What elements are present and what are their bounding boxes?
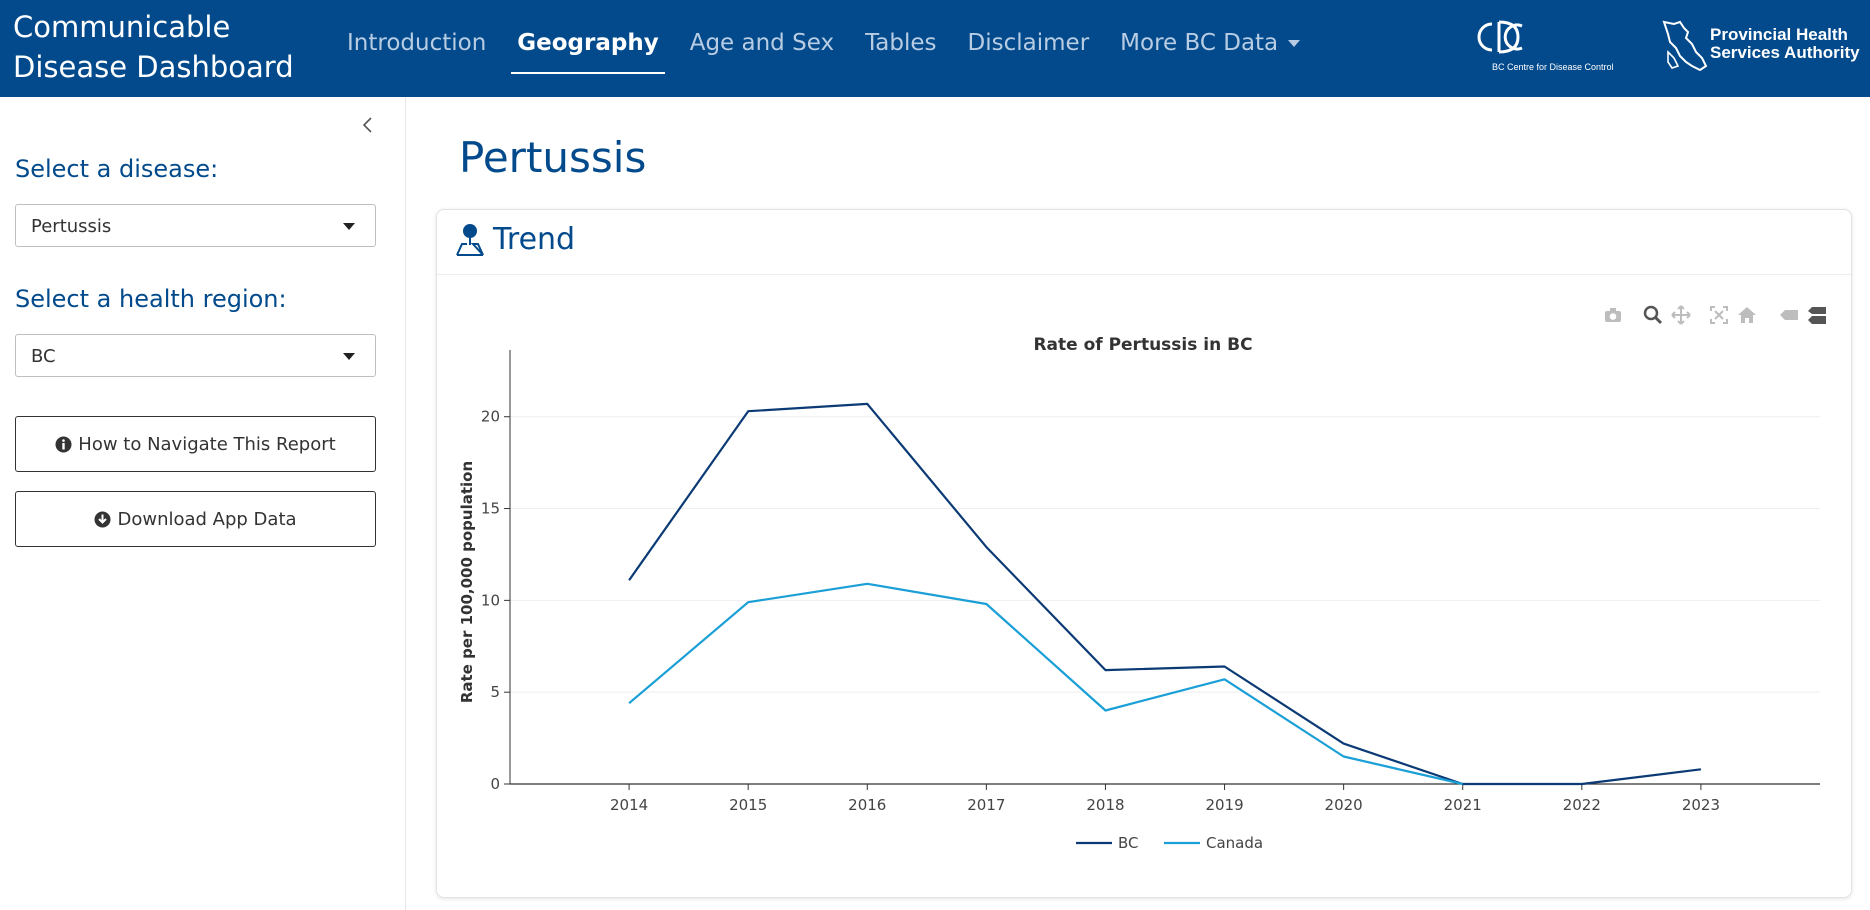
zoom-icon[interactable] (1642, 304, 1664, 326)
camera-icon[interactable] (1602, 304, 1624, 326)
trend-card-title: Trend (493, 222, 576, 257)
legend-label: BC (1118, 834, 1139, 852)
x-tick-label: 2023 (1682, 796, 1720, 814)
download-app-data-label: Download App Data (117, 508, 297, 530)
chevron-left-icon[interactable] (358, 115, 378, 135)
x-tick-label: 2019 (1205, 796, 1243, 814)
hover-compare-icon[interactable] (1806, 304, 1828, 326)
hover-closest-icon[interactable] (1778, 304, 1800, 326)
caret-down-icon (343, 223, 355, 230)
x-tick-label: 2014 (610, 796, 648, 814)
chart-modebar (1602, 304, 1842, 326)
y-axis-label: Rate per 100,000 population (458, 461, 476, 703)
autoscale-icon[interactable] (1708, 304, 1730, 326)
chevron-down-icon (1288, 40, 1301, 47)
chart-title: Rate of Pertussis in BC (1033, 335, 1252, 355)
region-select-value: BC (31, 346, 56, 367)
y-tick-label: 20 (481, 408, 500, 426)
info-circle-icon (55, 436, 72, 452)
y-tick-label: 15 (481, 500, 500, 518)
y-tick-label: 10 (481, 591, 500, 609)
tab-introduction[interactable]: Introduction (347, 30, 487, 56)
tab-disclaimer[interactable]: Disclaimer (967, 30, 1090, 56)
download-circle-icon (94, 511, 111, 527)
x-tick-label: 2015 (729, 796, 767, 814)
disease-select-label: Select a disease: (15, 155, 219, 183)
legend-label: Canada (1206, 834, 1263, 852)
phsa-line-2: Services Authority (1710, 43, 1860, 62)
map-pin-person-icon (456, 224, 484, 256)
trend-card: Trend (436, 209, 1852, 898)
brand-line-1: Communicable (13, 10, 231, 44)
page-title: Pertussis (459, 133, 647, 182)
home-icon[interactable] (1736, 304, 1758, 326)
trend-chart: Rate of Pertussis in BC Rate per 100,000… (436, 300, 1852, 880)
brand-line-2: Disease Dashboard (13, 50, 294, 84)
y-tick-label: 5 (490, 683, 500, 701)
x-tick-label: 2022 (1563, 796, 1601, 814)
disease-select[interactable]: Pertussis (15, 204, 376, 247)
phsa-logo-icon[interactable] (1660, 18, 1712, 74)
tab-tables[interactable]: Tables (865, 30, 937, 56)
main-nav: Introduction Geography Age and Sex Table… (347, 30, 1331, 74)
tab-age-and-sex[interactable]: Age and Sex (689, 30, 835, 56)
app-brand[interactable]: Communicable Disease Dashboard (13, 7, 294, 87)
region-select-label: Select a health region: (15, 285, 287, 313)
pan-icon[interactable] (1670, 304, 1692, 326)
how-to-navigate-label: How to Navigate This Report (78, 433, 336, 455)
download-app-data-button[interactable]: Download App Data (15, 491, 376, 547)
bccdc-caption: BC Centre for Disease Control (1492, 62, 1614, 72)
tab-more-bc-data[interactable]: More BC Data (1120, 30, 1301, 66)
series-line-bc (628, 402, 1702, 786)
disease-select-value: Pertussis (31, 216, 112, 237)
sidebar: Select a disease: Pertussis Select a hea… (0, 97, 406, 910)
x-tick-label: 2018 (1086, 796, 1124, 814)
region-select[interactable]: BC (15, 334, 376, 377)
caret-down-icon (343, 353, 355, 360)
y-tick-label: 0 (490, 775, 500, 793)
phsa-wordmark: Provincial Health Services Authority (1710, 26, 1860, 62)
x-tick-label: 2016 (848, 796, 886, 814)
x-tick-label: 2020 (1325, 796, 1363, 814)
how-to-navigate-button[interactable]: How to Navigate This Report (15, 416, 376, 472)
x-tick-label: 2021 (1444, 796, 1482, 814)
tab-geography[interactable]: Geography (511, 30, 666, 74)
trend-chart-svg: Rate of Pertussis in BC Rate per 100,000… (458, 335, 1820, 852)
phsa-line-1: Provincial Health (1710, 25, 1848, 44)
series-line-canada (628, 582, 1463, 786)
top-navbar: Communicable Disease Dashboard Introduct… (0, 0, 1870, 97)
trend-card-header: Trend (437, 210, 1851, 275)
x-tick-label: 2017 (967, 796, 1005, 814)
bccdc-logo-icon[interactable] (1466, 18, 1636, 76)
